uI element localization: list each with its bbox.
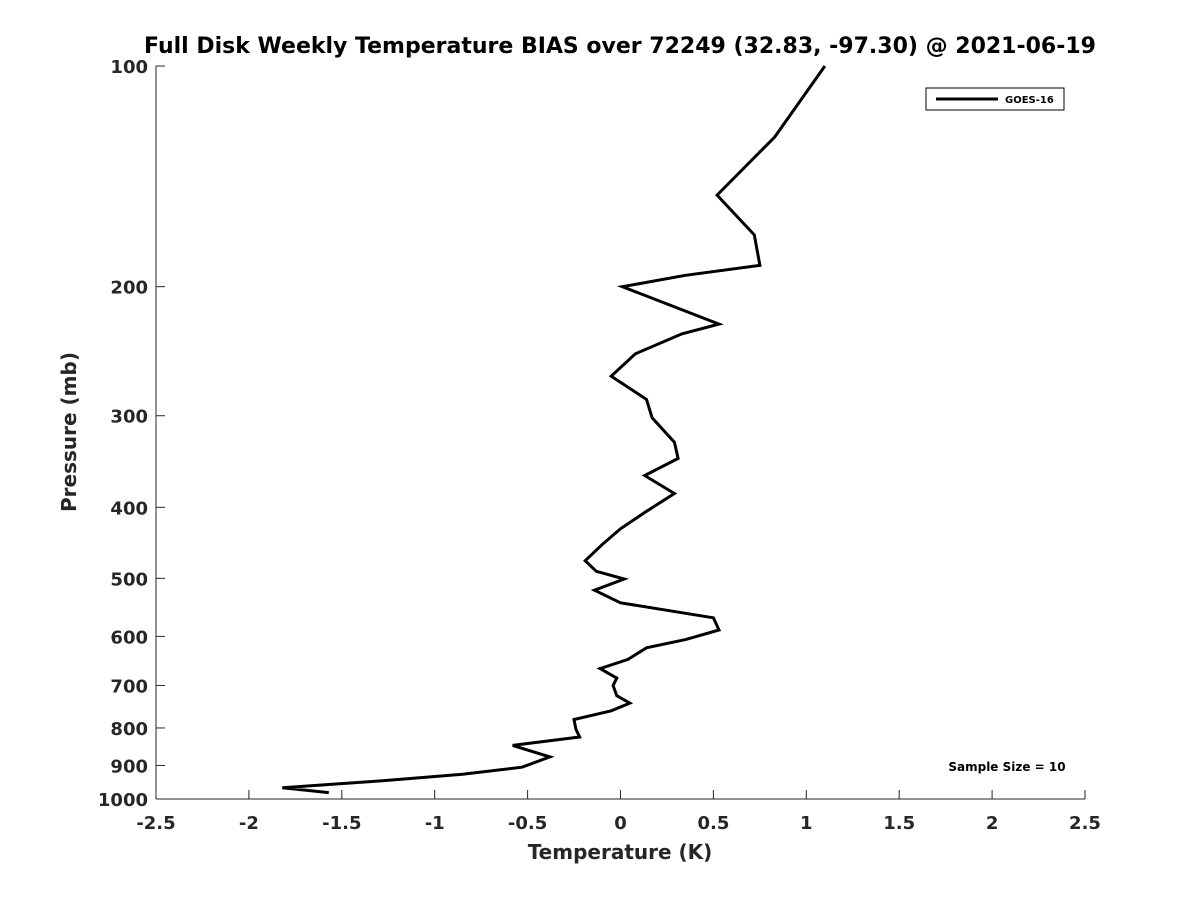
x-tick-label: -0.5 — [508, 813, 547, 834]
y-axis-label: Pressure (mb) — [57, 352, 81, 512]
y-tick-label: 900 — [110, 756, 148, 777]
x-axis-label: Temperature (K) — [528, 840, 713, 864]
y-tick-label: 700 — [110, 676, 148, 697]
x-tick-label: -1 — [425, 813, 445, 834]
y-tick-label: 400 — [110, 498, 148, 519]
series-layer — [282, 65, 827, 795]
x-tick-label: -2 — [239, 813, 259, 834]
x-axis-ticks: -2.5 -2 -1.5 -1 -0.5 0 0.5 1 1.5 2 2.5 — [136, 790, 1101, 834]
y-tick-label: 600 — [110, 627, 148, 648]
x-tick-label: 0 — [614, 813, 627, 834]
chart-title: Full Disk Weekly Temperature BIAS over 7… — [144, 34, 1096, 59]
legend-label-goes-16: GOES-16 — [1005, 95, 1054, 106]
x-tick-label: -2.5 — [136, 813, 175, 834]
plot-area — [156, 66, 1085, 799]
y-tick-label: 100 — [110, 57, 148, 78]
y-tick-label: 300 — [110, 407, 148, 428]
y-tick-label: 500 — [110, 569, 148, 590]
legend: GOES-16 — [925, 87, 1065, 111]
y-tick-label: 1000 — [98, 790, 148, 811]
x-tick-label: 2 — [986, 813, 999, 834]
sample-size-annotation: Sample Size = 10 — [948, 760, 1065, 774]
x-tick-label: -1.5 — [322, 813, 361, 834]
y-tick-label: 200 — [110, 278, 148, 299]
x-tick-label: 2.5 — [1069, 813, 1101, 834]
x-tick-label: 0.5 — [697, 813, 729, 834]
x-tick-label: 1.5 — [883, 813, 915, 834]
x-tick-label: 1 — [800, 813, 813, 834]
series-line-goes-16 — [282, 65, 827, 795]
y-axis-ticks: 100 200 300 400 500 600 700 800 900 1000 — [98, 57, 165, 811]
y-tick-label: 800 — [110, 719, 148, 740]
